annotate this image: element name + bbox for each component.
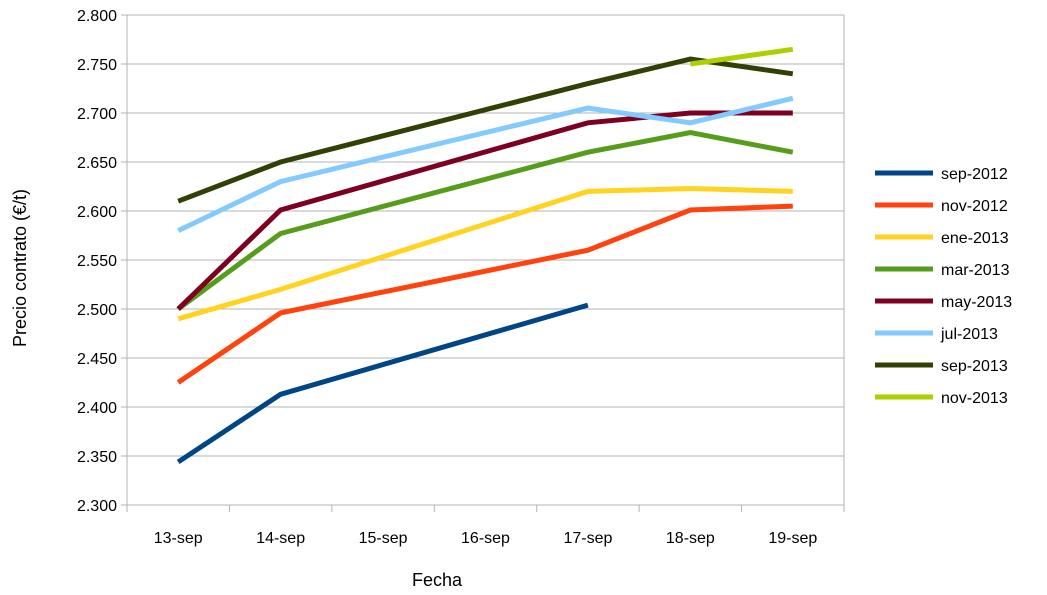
legend-label: nov-2013: [941, 390, 1008, 407]
legend-label: mar-2013: [941, 262, 1010, 279]
y-tick-label: 2.700: [77, 106, 117, 123]
y-tick-label: 2.450: [77, 351, 117, 368]
y-tick-label: 2.650: [77, 155, 117, 172]
legend-label: nov-2012: [941, 198, 1008, 215]
series-line-sep-2013: [177, 56, 794, 204]
legend-label: jul-2013: [940, 326, 998, 343]
y-tick-label: 2.350: [77, 449, 117, 466]
series-lines: [176, 46, 794, 464]
series-line-nov-2013: [690, 46, 794, 67]
x-tick-label: 14-sep: [256, 530, 305, 547]
legend-label: sep-2012: [941, 166, 1008, 183]
y-tick-label: 2.550: [77, 253, 117, 270]
x-tick-label: 19-sep: [768, 530, 817, 547]
legend-label: ene-2013: [941, 230, 1009, 247]
grid: [127, 14, 844, 506]
x-tick-label: 17-sep: [563, 530, 612, 547]
series-line-ene-2013: [177, 185, 793, 322]
legend-label: may-2013: [941, 294, 1012, 311]
x-tick-label: 18-sep: [666, 530, 715, 547]
series-line-sep-2012: [176, 302, 589, 464]
legend-label: sep-2013: [941, 358, 1008, 375]
series-line-jul-2013: [177, 95, 794, 233]
x-tick-label: 13-sep: [154, 530, 203, 547]
y-tick-label: 2.400: [77, 400, 117, 417]
y-tick-label: 2.750: [77, 57, 117, 74]
y-tick-label: 2.500: [77, 302, 117, 319]
axes: 2.300 2.350 2.400 2.450 2.500 2.550 2.600 2.650…: [77, 8, 845, 547]
x-axis-title: Fecha: [412, 570, 463, 590]
y-tick-label: 2.800: [77, 8, 117, 25]
series-line-nov-2012: [176, 203, 793, 385]
x-tick-label: 15-sep: [359, 530, 408, 547]
series-line-mar-2013: [176, 130, 794, 312]
x-tick-label: 16-sep: [461, 530, 510, 547]
y-tick-label: 2.600: [77, 204, 117, 221]
legend: sep-2012 nov-2012 ene-2013 mar-2013 may-2013…: [875, 166, 1012, 407]
y-tick-label: 2.300: [77, 498, 117, 515]
y-axis-title: Precio contrato (€/t): [10, 189, 30, 347]
